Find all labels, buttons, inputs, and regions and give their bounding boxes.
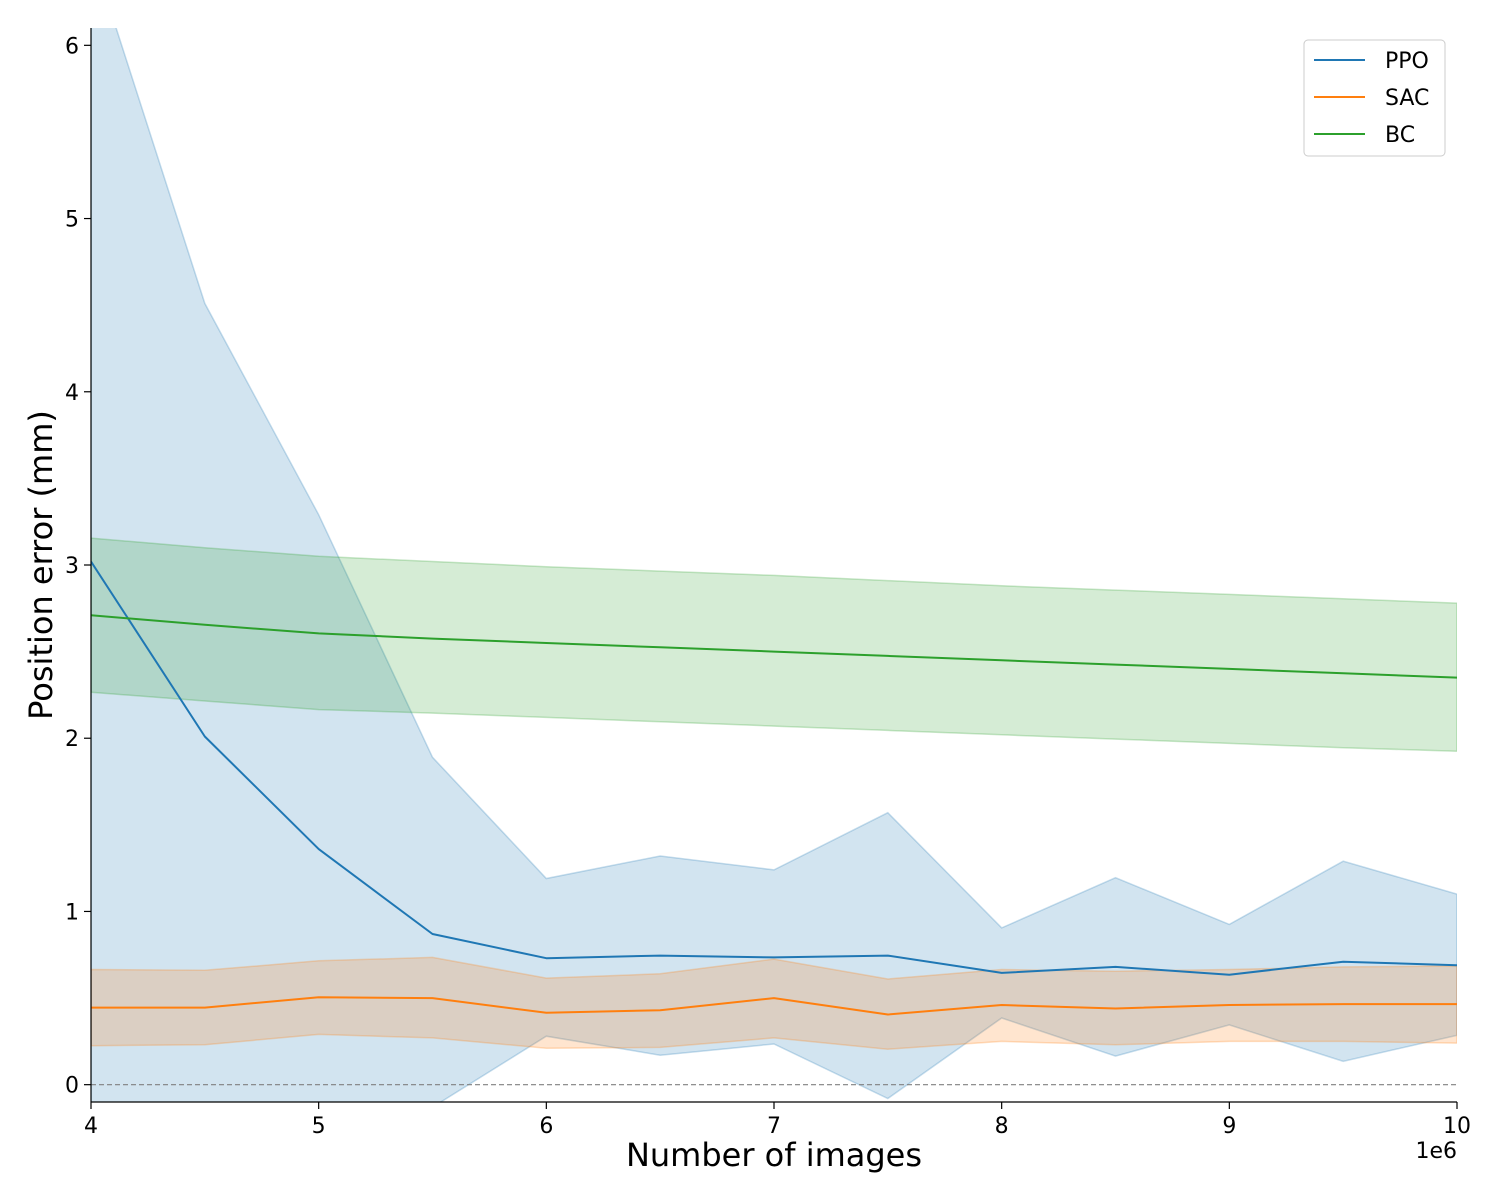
x-tick-label: 5 bbox=[312, 1114, 326, 1139]
y-axis-label: Position error (mm) bbox=[22, 410, 60, 720]
y-tick-label: 1 bbox=[65, 900, 79, 925]
x-ticks: 4 5 6 7 8 9 10 bbox=[84, 1102, 1471, 1139]
series-line-sac bbox=[91, 996, 1457, 1016]
band-bc bbox=[91, 537, 1457, 752]
legend-label-bc: BC bbox=[1385, 123, 1415, 148]
series-line-bc bbox=[91, 614, 1457, 679]
y-ticks: 0 1 2 3 4 5 6 bbox=[65, 34, 91, 1099]
legend-frame bbox=[1303, 39, 1446, 157]
series-lines bbox=[91, 560, 1457, 1016]
series-line-ppo bbox=[91, 560, 1457, 976]
x-axis-label: Number of images bbox=[626, 1136, 922, 1174]
band-ppo bbox=[91, 28, 1457, 1102]
legend-label-sac: SAC bbox=[1385, 86, 1429, 111]
y-tick-label: 5 bbox=[65, 208, 79, 233]
legend: PPO SAC BC bbox=[1303, 39, 1446, 157]
x-tick-label: 6 bbox=[539, 1114, 553, 1139]
x-tick-label: 9 bbox=[1222, 1114, 1236, 1139]
band-sac bbox=[91, 956, 1457, 1050]
y-tick-label: 3 bbox=[65, 554, 79, 579]
y-tick-label: 6 bbox=[65, 34, 79, 59]
legend-label-ppo: PPO bbox=[1385, 49, 1429, 74]
y-tick-label: 2 bbox=[65, 727, 79, 752]
x-tick-label: 4 bbox=[84, 1114, 98, 1139]
y-tick-label: 4 bbox=[65, 381, 79, 406]
x-offset-text: 1e6 bbox=[1415, 1139, 1457, 1164]
x-tick-label: 8 bbox=[995, 1114, 1009, 1139]
x-tick-label: 7 bbox=[767, 1114, 781, 1139]
confidence-bands bbox=[91, 28, 1457, 1102]
x-tick-label: 10 bbox=[1443, 1114, 1471, 1139]
y-tick-label: 0 bbox=[65, 1074, 79, 1099]
